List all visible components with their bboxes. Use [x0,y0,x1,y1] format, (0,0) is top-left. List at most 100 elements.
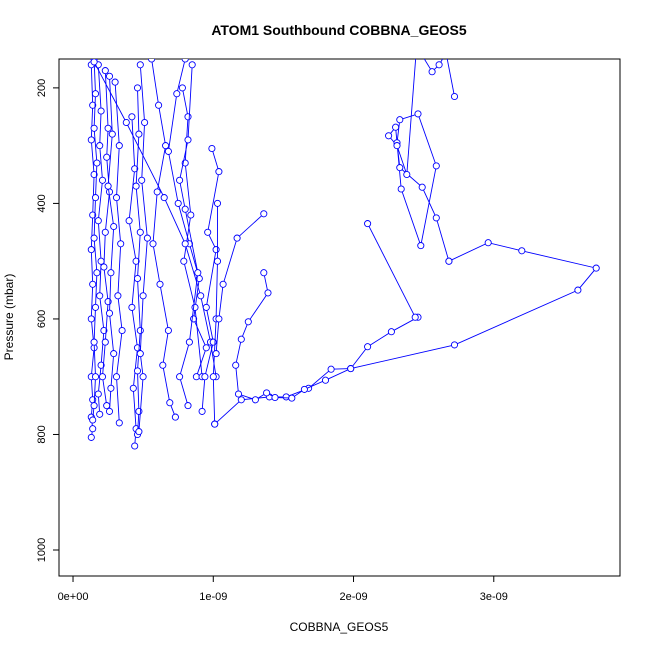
series-line-20 [388,59,455,262]
data-point [197,292,205,300]
series-line-17 [214,316,419,425]
data-point [136,228,144,236]
data-point [234,390,243,398]
data-point [204,228,212,236]
data-point [282,393,290,401]
data-point [101,338,109,346]
data-point [98,373,107,381]
data-point [153,188,161,196]
data-point [98,176,107,184]
data-point [89,425,97,433]
data-point [90,402,98,410]
data-point [115,142,123,150]
data-point [89,416,97,424]
data-point [403,170,411,179]
data-point [143,234,151,242]
data-point [133,84,142,92]
data-point [194,269,202,277]
data-point [321,376,330,384]
series-12 [176,61,202,410]
data-point [131,442,139,450]
x-tick-label: 1e-09 [199,591,227,603]
data-point [188,61,196,69]
x-tick-label: 2e-09 [339,591,367,603]
series-line-11 [181,87,203,377]
data-point [396,164,404,172]
data-point [385,132,393,140]
data-point [397,185,405,193]
data-point [101,228,109,236]
series-line-12 [179,64,199,406]
data-point [91,303,100,311]
data-point [91,90,100,98]
series-5 [111,78,126,427]
data-point [263,389,271,397]
data-point [132,257,140,265]
data-point [162,142,170,150]
data-point [212,246,220,254]
series-17 [211,313,422,428]
data-point [184,136,192,144]
data-point [135,407,143,415]
y-tick-label: 600 [36,310,48,328]
series-9 [148,59,179,421]
data-point [166,399,174,407]
data-point [139,292,147,300]
data-point [574,286,582,294]
data-point [118,326,126,335]
data-point [417,242,425,250]
data-point [97,107,105,115]
series-0 [87,61,98,441]
data-point [105,72,114,80]
data-point [364,220,372,228]
data-point [90,338,98,346]
data-point [443,50,449,56]
data-point [107,269,115,277]
data-point [184,402,192,410]
data-point [201,373,209,381]
data-point [104,124,112,132]
data-point [114,292,122,300]
data-point [96,142,104,150]
data-point [89,280,97,288]
data-point [187,211,195,219]
data-point [414,43,420,49]
data-point [411,313,419,321]
data-point [125,217,133,225]
data-point [122,118,130,127]
data-point [110,222,118,231]
data-point [96,292,104,300]
data-point [135,130,143,138]
data-point [260,269,268,277]
data-point [136,350,144,358]
data-point [94,217,102,225]
data-point [418,183,426,191]
data-point [198,407,206,415]
data-point [327,365,335,373]
data-point [164,326,172,335]
data-point [90,124,98,132]
chart-title: ATOM1 Southbound COBBNA_GEOS5 [211,22,467,38]
data-point [90,170,98,179]
data-point [100,263,108,271]
series-line-3 [102,70,110,406]
data-point [178,84,186,92]
data-point [103,402,111,410]
data-point [164,147,172,155]
data-point [347,365,355,373]
data-point [212,350,220,358]
data-point [518,247,526,255]
series-1 [89,59,101,424]
data-point [128,303,136,311]
data-point [271,393,279,402]
data-point [244,318,252,326]
data-point [156,280,164,288]
data-point [91,373,100,381]
data-point [176,373,184,381]
data-point [87,246,95,254]
data-point [87,315,95,323]
data-point [184,113,192,121]
series-layer [87,43,600,450]
data-point [215,315,223,323]
data-point [232,361,240,369]
